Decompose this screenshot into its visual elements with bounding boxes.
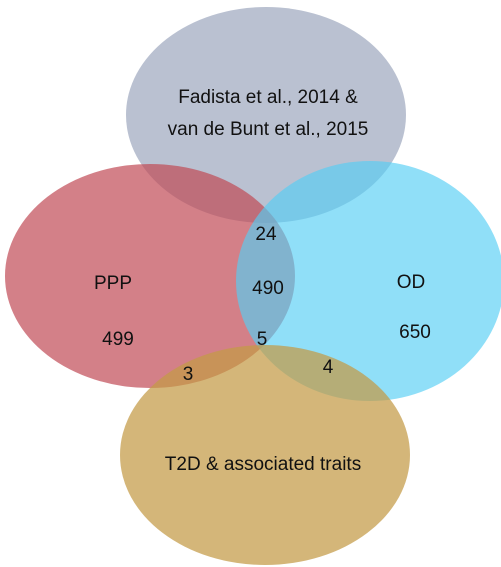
set-od [236,161,501,401]
region-count: 4 [323,357,334,378]
set-label: T2D & associated traits [165,454,361,475]
region-count: 24 [255,224,277,245]
region-count: 3 [183,364,194,385]
region-count: 490 [252,278,284,299]
region-count: 499 [102,329,134,350]
set-label: PPP [94,273,132,294]
region-count: 650 [399,322,431,343]
set-label: Fadista et al., 2014 & [178,87,358,108]
set-t2d [120,345,410,565]
region-count: 5 [257,329,268,350]
set-label: van de Bunt et al., 2015 [168,119,369,140]
set-label: OD [397,272,426,293]
set-ppp [5,164,295,388]
